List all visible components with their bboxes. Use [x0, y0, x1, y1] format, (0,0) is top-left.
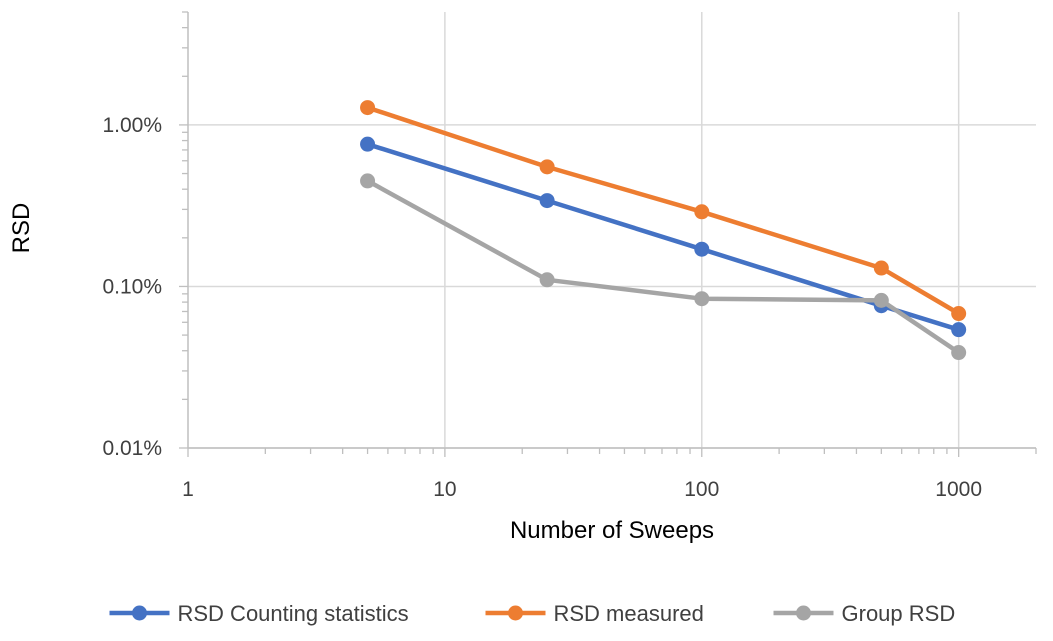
legend-item: RSD measured	[485, 601, 704, 626]
data-point	[539, 159, 555, 175]
series-1	[360, 100, 967, 322]
x-axis-title: Number of Sweeps	[510, 517, 714, 544]
x-tick-label: 100	[684, 478, 719, 501]
x-tick-label: 1	[182, 478, 194, 501]
series-layer	[360, 100, 967, 361]
data-point	[951, 345, 967, 361]
data-point	[539, 272, 555, 288]
data-point	[951, 322, 967, 338]
series-2	[360, 173, 967, 361]
data-point	[694, 241, 710, 257]
legend-label: Group RSD	[842, 601, 956, 626]
data-point	[360, 173, 376, 189]
data-point	[360, 100, 376, 116]
legend: RSD Counting statistics RSD measured Group…	[109, 601, 956, 626]
data-point	[360, 136, 376, 152]
axis-layer: 1 10 100 1000 0.01% 0.10% 1.00%	[102, 11, 1037, 501]
data-point	[694, 291, 710, 307]
legend-label: RSD measured	[554, 601, 704, 626]
data-point	[873, 292, 889, 308]
legend-item: RSD Counting statistics	[109, 601, 409, 626]
legend-item: Group RSD	[773, 601, 956, 626]
grid-layer	[188, 12, 1036, 449]
series-line	[365, 105, 961, 316]
data-point	[951, 306, 967, 322]
legend-label: RSD Counting statistics	[178, 601, 409, 626]
legend-swatch-marker	[508, 605, 523, 621]
series-0	[360, 136, 967, 338]
y-axis-title: RSD	[8, 203, 35, 254]
legend-swatch-marker	[796, 605, 811, 621]
y-tick-label: 0.01%	[102, 437, 162, 460]
data-point	[694, 204, 710, 220]
y-tick-label: 1.00%	[102, 114, 162, 137]
data-point	[539, 193, 555, 209]
x-tick-label: 1000	[935, 478, 982, 501]
data-point	[873, 260, 889, 276]
y-tick-label: 0.10%	[102, 275, 162, 298]
legend-swatch-marker	[132, 605, 147, 621]
x-tick-label: 10	[433, 478, 456, 501]
